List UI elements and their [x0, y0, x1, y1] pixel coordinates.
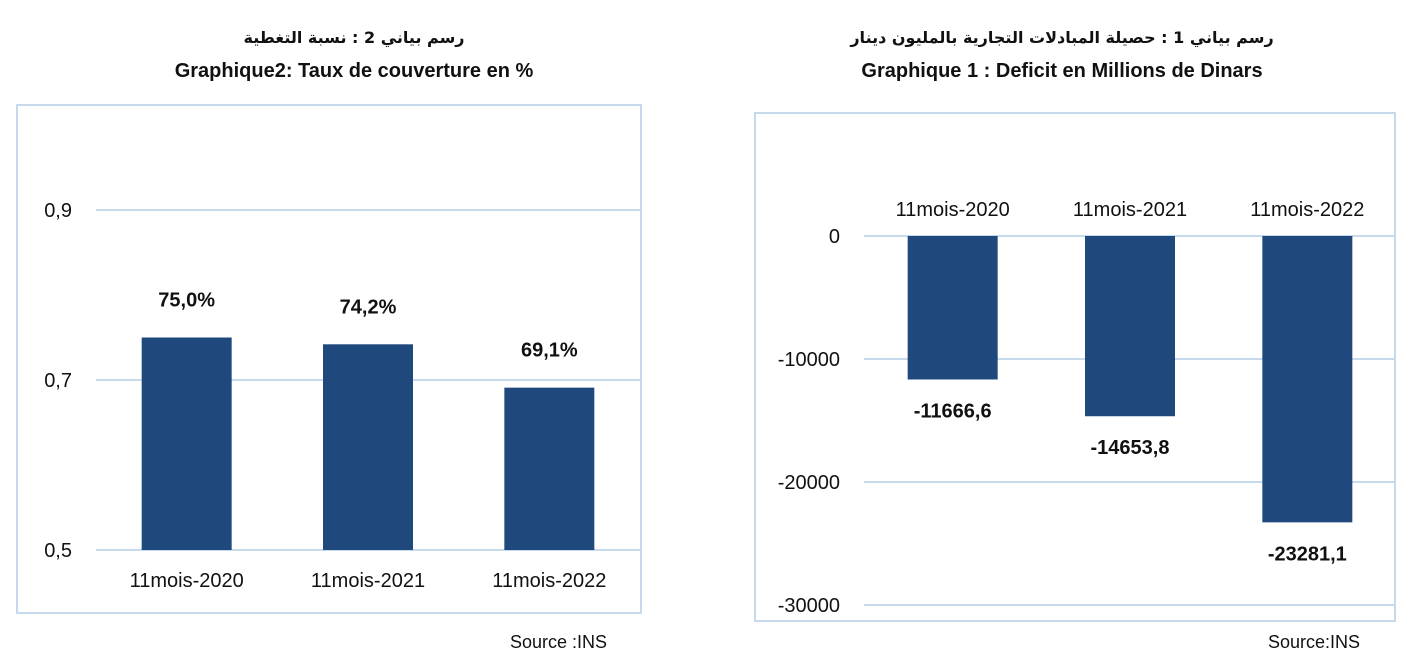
- bar: [1085, 236, 1175, 417]
- source-note: Source:INS: [1268, 632, 1361, 652]
- deficit-chart-panel: رسم بياني 1 : حصيلة المبادلات التجارية ب…: [708, 0, 1416, 672]
- coverage-rate-chart: 0,5 0,7 0,9 75,0% 11mois-2020 74,2% 11mois-202…: [44, 200, 640, 592]
- chart-title-arabic: رسم بياني 2 : نسبة التغطية: [243, 28, 465, 47]
- x-tick-label: 11mois-2021: [1073, 199, 1187, 221]
- source-note: Source :INS: [510, 632, 608, 652]
- bar: [907, 236, 998, 380]
- data-label: 69,1%: [521, 340, 578, 362]
- data-label: 75,0%: [158, 290, 215, 312]
- y-tick-label: 0,9: [44, 200, 72, 222]
- data-label: -23281,1: [1268, 543, 1347, 565]
- bar: [504, 387, 595, 550]
- x-tick-label: 11mois-2020: [130, 570, 244, 592]
- data-label: -11666,6: [914, 400, 992, 422]
- data-label: -14653,8: [1091, 437, 1170, 459]
- y-tick-label: 0,7: [44, 370, 72, 392]
- bar: [141, 337, 232, 550]
- y-tick-label: 0,5: [44, 540, 72, 562]
- bar: [1262, 236, 1353, 523]
- data-label: 74,2%: [340, 296, 397, 318]
- chart-title-arabic: رسم بياني 1 : حصيلة المبادلات التجارية ب…: [850, 28, 1274, 47]
- y-tick-label: -20000: [778, 472, 840, 494]
- x-tick-label: 11mois-2022: [1250, 199, 1364, 221]
- x-tick-label: 11mois-2022: [492, 570, 606, 592]
- deficit-chart: 0 -10000 -20000 -30000 -11666,6 11mois-2020 -1…: [778, 199, 1396, 617]
- chart-title: Graphique 1 : Deficit en Millions de Din…: [861, 60, 1263, 82]
- y-tick-label: -30000: [778, 595, 840, 617]
- x-tick-label: 11mois-2020: [896, 199, 1010, 221]
- x-tick-label: 11mois-2021: [311, 570, 425, 592]
- chart-title: Graphique2: Taux de couverture en %: [174, 60, 534, 82]
- y-tick-label: 0: [829, 226, 840, 248]
- bar: [323, 344, 413, 550]
- coverage-rate-chart-panel: رسم بياني 2 : نسبة التغطية Graphique2: T…: [16, 28, 642, 652]
- y-tick-label: -10000: [778, 349, 840, 371]
